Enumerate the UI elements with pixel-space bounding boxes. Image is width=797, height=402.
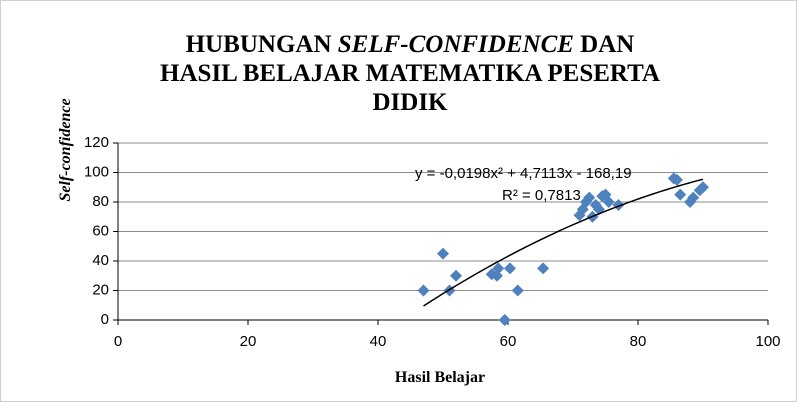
y-tick-label: 20 (92, 281, 109, 298)
x-tick-label: 20 (240, 333, 257, 350)
y-axis-label: Self-confidence (57, 98, 74, 201)
y-tick-label: 60 (92, 222, 109, 239)
point (671, 173, 683, 186)
point (687, 191, 700, 204)
point (492, 262, 505, 275)
point (437, 247, 449, 260)
y-tick-label: 80 (92, 193, 109, 210)
y-tick-label: 40 (92, 252, 109, 269)
y-tick-label: 0 (101, 311, 109, 328)
x-tick-label: 0 (114, 333, 122, 350)
point (498, 314, 511, 326)
point (490, 269, 503, 282)
chart-title-line: HUBUNGAN SELF-CONFIDENCE DAN (186, 31, 635, 58)
trendline-r2: R² = 0,7813 (502, 187, 581, 204)
x-tick-label: 80 (630, 333, 647, 350)
point (697, 181, 709, 194)
title-part: HUBUNGAN (186, 31, 332, 58)
chart-title-line: DIDIK (372, 89, 448, 116)
point (674, 188, 687, 201)
chart-title-line: HASIL BELAJAR MATEMATIKA PESERTA (160, 60, 660, 87)
x-tick-label: 100 (755, 333, 780, 350)
point (417, 284, 430, 297)
trendline (423, 178, 704, 307)
point (602, 196, 615, 208)
point (583, 191, 596, 204)
x-tick-label: 40 (370, 333, 387, 350)
y-tick-label: 120 (84, 134, 109, 151)
point (511, 284, 524, 297)
point (450, 269, 462, 282)
title-part: SELF-CONFIDENCE (338, 31, 574, 58)
x-tick-label: 60 (500, 333, 517, 350)
x-axis-label: Hasil Belajar (395, 369, 485, 386)
y-tick-label: 100 (84, 163, 109, 180)
point (503, 262, 516, 275)
title-part: DAN (580, 31, 634, 58)
point (537, 262, 550, 275)
trendline-equation: y = -0,0198x² + 4,7113x - 168,19 (415, 165, 632, 182)
